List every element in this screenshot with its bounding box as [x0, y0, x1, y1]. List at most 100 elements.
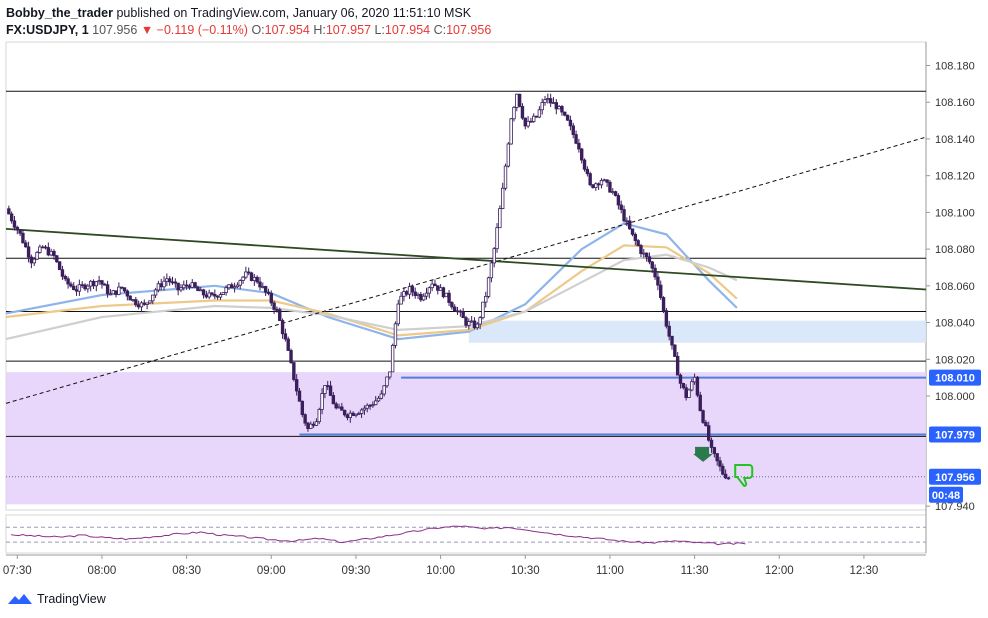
candle-body	[647, 256, 652, 263]
candle-body	[690, 381, 694, 391]
candle-body	[230, 284, 234, 289]
candle-body	[433, 283, 437, 287]
candle-body	[371, 404, 375, 407]
author-name[interactable]: Bobby_the_trader	[6, 6, 113, 20]
published-text: published on TradingView.com, January 06…	[116, 6, 472, 20]
candle-body	[591, 184, 595, 189]
symbol-label[interactable]: FX:USDJPY, 1	[6, 23, 89, 37]
candle-body	[40, 246, 45, 249]
candle-body	[12, 220, 17, 228]
candle-body	[706, 425, 711, 441]
candle-body	[554, 102, 559, 110]
open-label: O:	[251, 23, 265, 37]
x-tick-label: 10:00	[426, 565, 455, 577]
candle-body	[382, 385, 386, 395]
candle-body	[66, 278, 70, 285]
candle-body	[7, 208, 11, 215]
candle-body	[261, 286, 265, 288]
candle-body	[221, 292, 226, 295]
candle-body	[105, 284, 110, 295]
candle-body	[179, 287, 183, 291]
y-tick-label: 108.140	[935, 134, 975, 146]
candle-body	[227, 284, 231, 289]
candle-body	[467, 321, 471, 326]
candle-body	[455, 310, 460, 313]
candle-body	[523, 117, 527, 127]
trendline-dashed	[5, 136, 927, 404]
candle-body	[472, 320, 477, 329]
candle-body	[52, 250, 56, 257]
candle-body	[128, 295, 132, 301]
candle-body	[94, 281, 99, 287]
candle-body	[588, 173, 592, 186]
candle-body	[678, 374, 683, 384]
x-tick-label: 08:00	[88, 565, 117, 577]
candle-body	[136, 304, 141, 308]
price-chart[interactable]: 108.180 108.160 108.140 108.120 108.100 108.0…	[0, 0, 988, 588]
candle-body	[630, 228, 635, 235]
candle-body	[122, 287, 127, 292]
candle-body	[551, 102, 556, 104]
candle-body	[43, 246, 48, 249]
candle-body	[204, 294, 209, 298]
candle-body	[139, 302, 144, 308]
candle-body	[596, 183, 601, 186]
low-value: 107.954	[384, 23, 431, 37]
candle-body	[461, 311, 465, 319]
candle-body	[309, 423, 313, 429]
candle-body	[134, 299, 138, 306]
candle-body	[213, 294, 217, 297]
candle-body	[469, 320, 474, 323]
candle-body	[244, 271, 248, 278]
price-label: 00:48	[932, 490, 960, 502]
candle-body	[294, 379, 299, 392]
thumbs-down-icon	[734, 463, 754, 487]
candle-body	[661, 297, 666, 312]
candle-body	[723, 473, 728, 479]
candle-body	[331, 395, 336, 405]
candle-body	[368, 404, 372, 407]
close-value: 107.956	[446, 23, 492, 37]
candle-body	[77, 284, 82, 292]
candle-body	[546, 98, 550, 101]
candle-body	[218, 294, 223, 298]
x-tick-label: 08:30	[172, 565, 201, 577]
candle-body	[540, 102, 544, 111]
candle-body	[500, 187, 505, 209]
candle-body	[201, 289, 206, 296]
candle-body	[684, 387, 688, 398]
candle-body	[526, 120, 530, 127]
candle-body	[246, 271, 251, 274]
candle-body	[681, 382, 686, 389]
candle-body	[512, 107, 516, 120]
candle-body	[399, 295, 403, 305]
candle-body	[393, 323, 398, 346]
candle-body	[571, 125, 575, 135]
last-price: 107.956	[92, 23, 138, 37]
candle-body	[91, 280, 96, 287]
candle-body	[390, 344, 395, 373]
price-label: 107.956	[935, 472, 975, 484]
candle-body	[532, 115, 536, 122]
candle-body	[712, 447, 717, 454]
candle-body	[413, 291, 417, 297]
candle-body	[69, 283, 73, 287]
candle-body	[498, 208, 502, 229]
y-tick-label: 108.120	[935, 171, 975, 183]
price-label: 108.010	[935, 373, 975, 385]
candle-body	[193, 282, 197, 288]
candle-body	[582, 159, 587, 170]
candle-body	[173, 281, 178, 284]
candle-body	[60, 269, 65, 277]
x-tick-label: 10:30	[511, 565, 540, 577]
candle-body	[605, 179, 609, 183]
candle-body	[410, 286, 415, 293]
candle-body	[145, 302, 149, 305]
candle-body	[427, 287, 432, 294]
candle-body	[478, 317, 482, 325]
candle-body	[577, 142, 581, 150]
tradingview-logo-icon	[8, 594, 32, 604]
footer: TradingView	[7, 591, 106, 607]
candle-body	[365, 404, 369, 409]
x-tick-label: 09:30	[342, 565, 371, 577]
